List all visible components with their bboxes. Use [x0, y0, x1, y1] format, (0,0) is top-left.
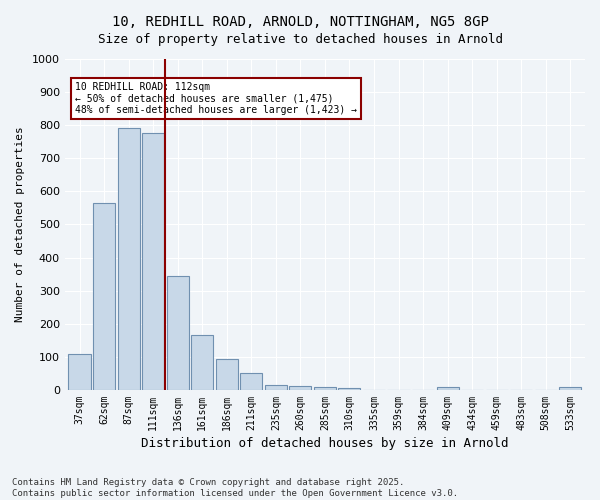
Bar	[93, 203, 115, 390]
Text: 10 REDHILL ROAD: 112sqm
← 50% of detached houses are smaller (1,475)
48% of semi: 10 REDHILL ROAD: 112sqm ← 50% of detache…	[75, 82, 357, 116]
Bar	[314, 386, 336, 390]
Y-axis label: Number of detached properties: Number of detached properties	[15, 126, 25, 322]
Bar	[167, 276, 189, 390]
Bar	[118, 128, 140, 390]
Bar	[240, 374, 262, 390]
Bar	[437, 388, 458, 390]
X-axis label: Distribution of detached houses by size in Arnold: Distribution of detached houses by size …	[141, 437, 509, 450]
Text: Size of property relative to detached houses in Arnold: Size of property relative to detached ho…	[97, 32, 503, 46]
Bar	[142, 134, 164, 390]
Bar	[191, 336, 213, 390]
Bar	[68, 354, 91, 390]
Bar	[338, 388, 361, 390]
Bar	[559, 388, 581, 390]
Bar	[289, 386, 311, 390]
Text: 10, REDHILL ROAD, ARNOLD, NOTTINGHAM, NG5 8GP: 10, REDHILL ROAD, ARNOLD, NOTTINGHAM, NG…	[112, 15, 488, 29]
Bar	[216, 358, 238, 390]
Text: Contains HM Land Registry data © Crown copyright and database right 2025.
Contai: Contains HM Land Registry data © Crown c…	[12, 478, 458, 498]
Bar	[265, 385, 287, 390]
